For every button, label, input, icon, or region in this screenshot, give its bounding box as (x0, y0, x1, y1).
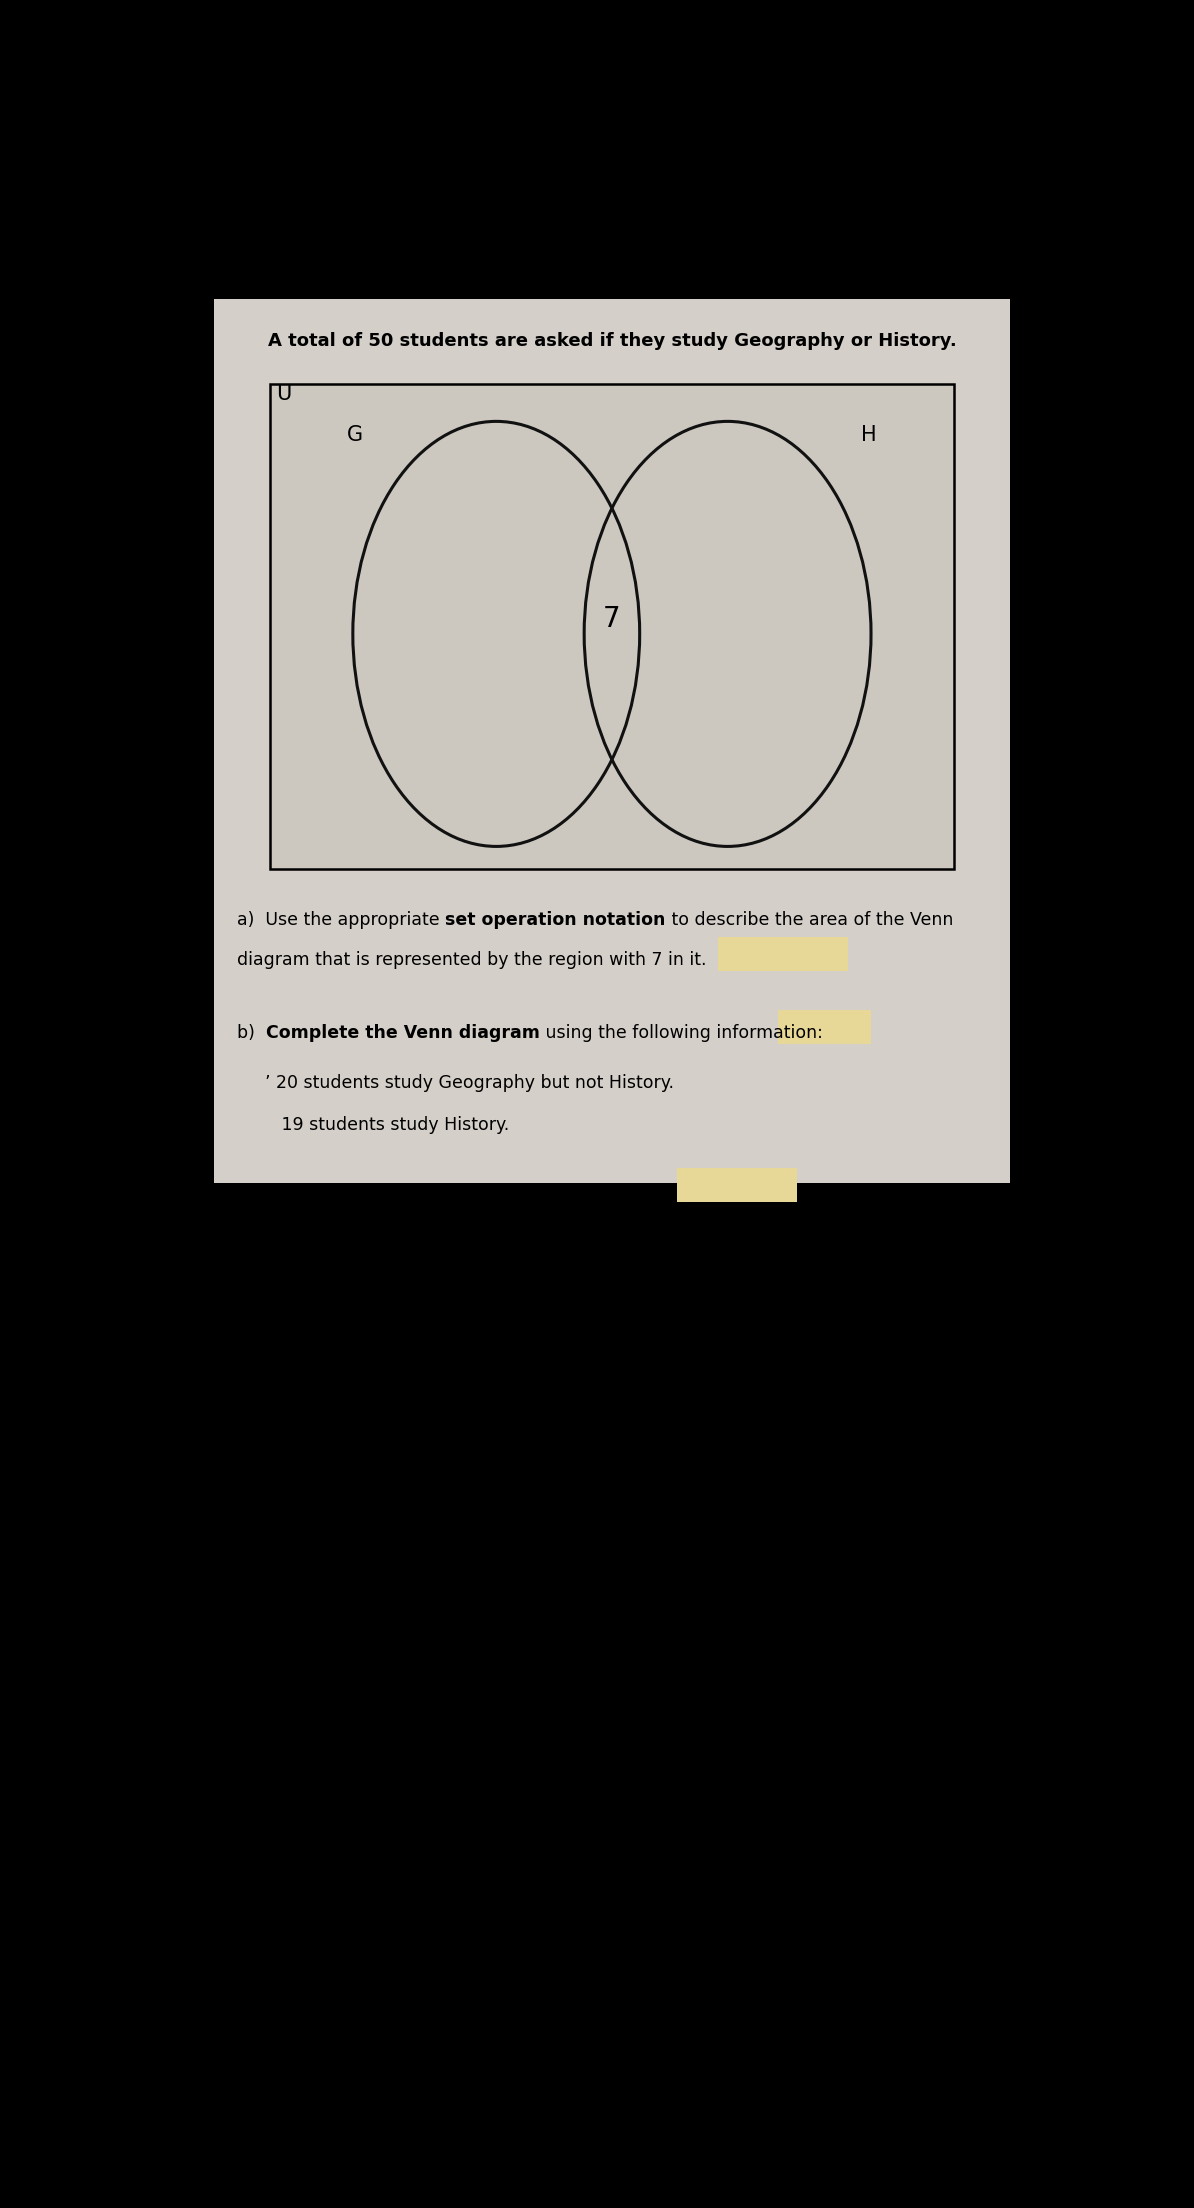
Text: diagram that is represented by the region with 7 in it.: diagram that is represented by the regio… (238, 952, 707, 969)
Text: 19 students study History.: 19 students study History. (265, 1117, 509, 1135)
Text: Complete the Venn diagram: Complete the Venn diagram (266, 1025, 540, 1042)
Text: using the following information:: using the following information: (540, 1025, 823, 1042)
Bar (719, 936, 848, 972)
Text: H: H (861, 424, 876, 446)
Text: b): b) (238, 1025, 266, 1042)
Bar (778, 1009, 872, 1044)
Text: c)  What is: c) What is (238, 1183, 336, 1201)
Text: A total of 50 students are asked if they study Geography or History.: A total of 50 students are asked if they… (267, 333, 956, 351)
Bar (214, 298, 1010, 1183)
Text: set operation notation: set operation notation (445, 910, 666, 930)
Text: ’ 20 students study Geography but not History.: ’ 20 students study Geography but not Hi… (265, 1073, 673, 1091)
Text: a)  Use the appropriate: a) Use the appropriate (238, 910, 445, 930)
Text: G: G (346, 424, 363, 446)
Bar (270, 384, 954, 868)
Text: ?: ? (410, 1183, 419, 1201)
Text: U: U (276, 384, 291, 404)
Text: to describe the area of the Venn: to describe the area of the Venn (666, 910, 953, 930)
Text: n(G ∪ H): n(G ∪ H) (336, 1183, 410, 1201)
Bar (677, 1168, 798, 1201)
Text: 7: 7 (603, 605, 621, 634)
